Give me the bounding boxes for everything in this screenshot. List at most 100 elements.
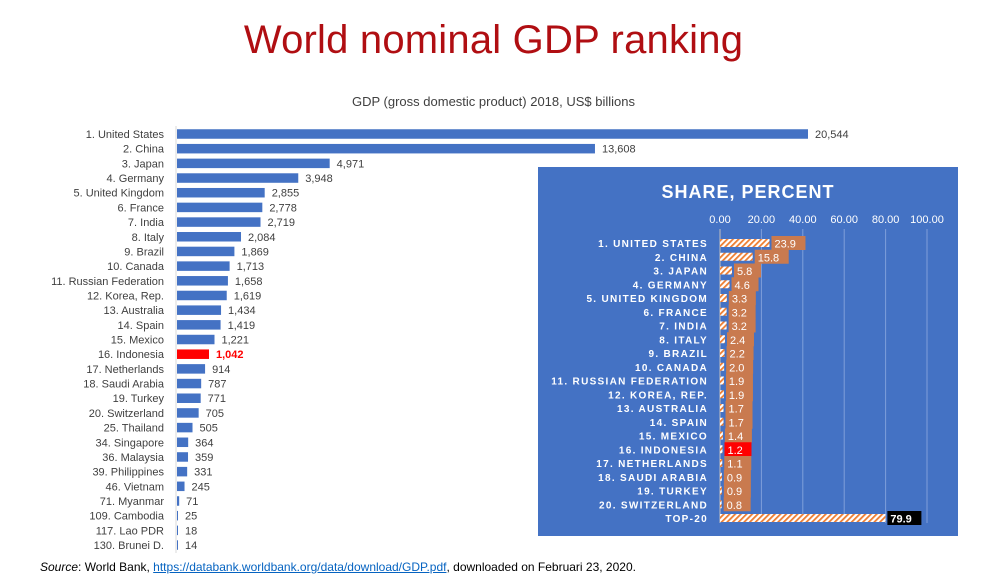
share-label-box: [724, 456, 752, 470]
share-bar-total: [720, 514, 886, 522]
category-label: 109. Cambodia: [89, 511, 164, 523]
data-label: 2,855: [272, 188, 300, 200]
category-label: 34. Singapore: [96, 437, 165, 449]
share-label-box: [725, 373, 753, 388]
category-label: 7. India: [128, 217, 165, 229]
share-data-label: 3.2: [732, 307, 747, 319]
share-category-label: 14. SPAIN: [650, 418, 708, 429]
bar: [177, 540, 178, 550]
share-label-box: [728, 304, 756, 319]
share-label-box: [734, 263, 762, 278]
share-data-label: 1.9: [729, 390, 744, 402]
share-label-box: [725, 414, 753, 429]
category-label: 16. Indonesia: [98, 349, 165, 361]
data-label: 4,971: [337, 158, 365, 170]
category-label: 46. Vietnam: [105, 481, 164, 493]
category-label: 10. Canada: [107, 261, 165, 273]
share-data-label: 15.8: [758, 252, 779, 264]
share-bar: [720, 239, 770, 247]
share-data-label: 4.6: [735, 280, 750, 292]
share-bar: [720, 376, 724, 385]
share-category-label: 1. UNITED STATES: [598, 239, 708, 250]
bar: [177, 173, 299, 183]
gdp-bar-chart: 1. United States 20,544 2. China 13,608 3. J…: [51, 126, 849, 554]
share-bar: [720, 321, 727, 330]
source-text: : World Bank,: [78, 560, 154, 574]
share-bar: [720, 349, 725, 357]
share-bar: [720, 294, 727, 302]
bar: [177, 246, 235, 257]
bar: [177, 466, 188, 477]
share-label-box: [754, 249, 789, 264]
share-label-box: [723, 483, 751, 498]
bar: [177, 334, 215, 345]
share-category-label: 4. GERMANY: [633, 280, 708, 291]
page-title: World nominal GDP ranking: [243, 18, 744, 62]
x-tick-label: 80.00: [872, 214, 900, 226]
bar: [177, 496, 180, 506]
share-data-label: 1.9: [729, 376, 744, 388]
category-label: 6. France: [118, 202, 164, 214]
x-tick-label: 20.00: [748, 214, 776, 226]
share-bar: [720, 252, 753, 261]
category-label: 2. China: [123, 144, 165, 156]
share-category-label: 20. SWITZERLAND: [599, 500, 708, 511]
data-label: 505: [200, 423, 218, 435]
category-label: 19. Turkey: [113, 393, 165, 405]
bar: [177, 525, 178, 536]
data-label: 20,544: [815, 129, 849, 141]
share-category-label: 12. KOREA, REP.: [608, 390, 708, 401]
data-label: 13,608: [602, 144, 636, 156]
share-data-label: 79.9: [890, 514, 911, 526]
share-bar: [720, 472, 722, 481]
bar: [177, 378, 202, 389]
share-percent-panel: SHARE, PERCENT 0.00 20.00 40.00 60.00 80.00 10…: [538, 167, 958, 536]
bar: [177, 452, 189, 462]
data-label: 2,719: [268, 217, 296, 229]
data-label: 245: [192, 481, 210, 493]
data-label: 2,778: [269, 202, 297, 214]
share-data-label: 1.7: [729, 404, 744, 416]
bar: [177, 364, 206, 374]
category-label: 25. Thailand: [104, 423, 164, 435]
share-category-label: 10. CANADA: [635, 363, 708, 374]
share-bar: [720, 335, 725, 344]
share-label-box: [723, 469, 751, 484]
share-bar: [720, 486, 722, 495]
share-data-label: 1.2: [727, 445, 742, 457]
share-category-label: 13. AUSTRALIA: [617, 404, 708, 415]
category-label: 15. Mexico: [111, 335, 164, 347]
bar: [177, 320, 221, 330]
share-bar: [720, 362, 725, 371]
share-category-label: 2. CHINA: [655, 253, 708, 264]
data-label: 705: [206, 408, 224, 420]
share-label-box: [726, 346, 754, 360]
source-link[interactable]: https://databank.worldbank.org/data/down…: [153, 560, 447, 574]
share-data-label: 0.8: [727, 500, 742, 512]
share-category-label: 18. SAUDI ARABIA: [598, 473, 708, 484]
share-bar-chart: SHARE, PERCENT 0.00 20.00 40.00 60.00 80.00 10…: [551, 182, 944, 526]
share-label-box: [728, 318, 756, 333]
bar: [177, 187, 265, 198]
bar: [177, 232, 242, 242]
share-data-label: 1.7: [729, 417, 744, 429]
share-category-label: 3. JAPAN: [653, 267, 708, 278]
x-tick-label: 40.00: [789, 214, 817, 226]
share-data-label: 2.2: [730, 349, 745, 361]
share-data-label: 1.4: [728, 431, 743, 443]
source-label: Source: [40, 560, 79, 574]
share-data-label: 3.2: [732, 321, 747, 333]
share-category-label: 9. BRAZIL: [649, 349, 708, 360]
data-label: 71: [186, 496, 198, 508]
data-label: 331: [194, 467, 212, 479]
share-category-label: 6. FRANCE: [644, 308, 708, 319]
category-label: 17. Netherlands: [86, 364, 164, 376]
bar: [177, 129, 808, 139]
bar: [177, 481, 185, 492]
share-category-label: TOP-20: [665, 514, 708, 525]
category-label: 39. Philippines: [92, 467, 164, 479]
source-note: Source: World Bank, https://databank.wor…: [40, 560, 636, 574]
share-label-box: [726, 332, 754, 347]
share-category-label: 8. ITALY: [659, 335, 708, 346]
source-date: , downloaded on Februari 23, 2020.: [446, 560, 636, 574]
